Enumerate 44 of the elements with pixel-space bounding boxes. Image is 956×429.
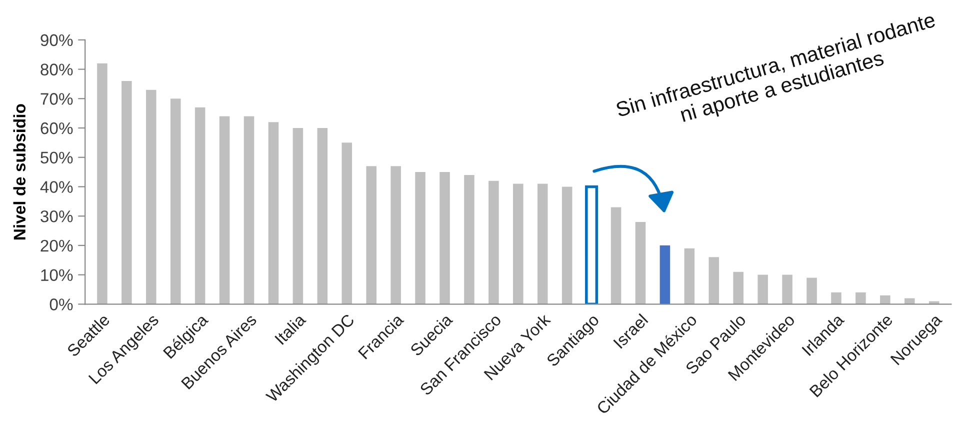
bar	[244, 116, 254, 304]
bar	[585, 185, 598, 304]
bar	[122, 81, 132, 304]
bar	[782, 274, 792, 304]
bar	[464, 174, 474, 304]
y-tick-label: 40%	[40, 181, 73, 193]
bar	[292, 128, 304, 304]
bar	[806, 278, 817, 304]
bar	[708, 257, 720, 304]
bar	[635, 222, 646, 304]
bar	[440, 172, 450, 304]
y-tick-label: 20%	[40, 240, 73, 252]
bar	[733, 272, 744, 304]
bar	[415, 172, 426, 304]
y-tick-label: 90%	[40, 34, 73, 46]
bar	[268, 122, 279, 304]
bar	[758, 274, 768, 304]
bar	[366, 166, 376, 304]
y-tick-label: 70%	[40, 93, 73, 105]
bar	[194, 107, 206, 304]
y-tick-label: 80%	[40, 64, 73, 76]
bar	[660, 245, 670, 304]
y-tick-label: 30%	[40, 210, 73, 222]
bar	[610, 207, 622, 304]
bar	[342, 142, 352, 304]
y-tick-label: 60%	[40, 122, 73, 134]
y-tick-label: 50%	[40, 152, 73, 164]
bar	[856, 292, 866, 304]
y-tick-label: 10%	[41, 269, 73, 281]
bar	[170, 98, 181, 304]
bar	[317, 128, 328, 304]
bar	[684, 248, 695, 304]
y-tick-label: 0%	[50, 298, 73, 310]
bar	[390, 166, 401, 304]
bar	[513, 184, 524, 304]
bar	[146, 90, 156, 304]
bar	[880, 295, 890, 304]
bar	[831, 292, 842, 304]
bar	[562, 186, 572, 304]
bar	[537, 184, 548, 304]
bar	[219, 116, 230, 304]
bar	[488, 180, 499, 304]
y-axis-title: Nivel de subsidio	[13, 104, 26, 240]
bar	[97, 63, 108, 304]
